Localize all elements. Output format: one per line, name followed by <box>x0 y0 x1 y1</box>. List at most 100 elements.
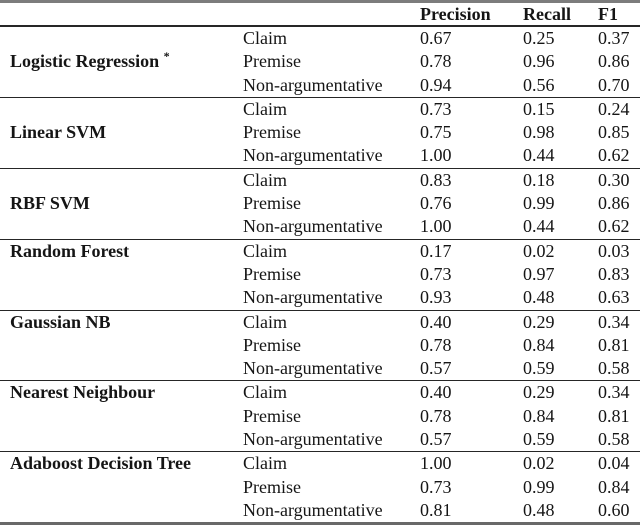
class-label-cell: Claim <box>243 28 287 48</box>
f1-value-cell: 0.85 <box>598 122 630 143</box>
class-label-cell: Premise <box>243 263 301 284</box>
recall-value-cell: 0.29 <box>513 380 588 405</box>
f1-value-cell: 0.04 <box>588 451 640 476</box>
recall-value-cell: 0.97 <box>523 263 555 284</box>
precision-value-cell: 0.81 <box>420 499 452 520</box>
recall-value-cell: 0.84 <box>523 334 555 355</box>
table-row: Premise 0.73 0.99 0.84 <box>0 476 640 499</box>
table-row: Non-argumentative 1.00 0.44 0.62 <box>0 144 640 168</box>
f1-value-cell: 0.84 <box>598 476 630 497</box>
table-row: Gaussian NB Claim 0.40 0.29 0.34 <box>0 309 640 381</box>
f1-value-cell: 0.60 <box>598 499 630 520</box>
recall-value-cell: 0.56 <box>523 74 555 95</box>
recall-value-cell: 0.29 <box>513 309 588 334</box>
f1-value-cell: 0.86 <box>598 193 630 214</box>
class-label-cell: Premise <box>243 476 301 497</box>
model-name-cell: RBF SVM <box>0 167 233 240</box>
recall-value-cell: 0.44 <box>523 145 555 166</box>
table-row: RBF SVM Claim 0.83 0.18 0.30 <box>0 167 640 240</box>
header-row: Precision Recall F1 <box>0 1 640 27</box>
class-label-cell: Claim <box>233 167 410 193</box>
table-row: Non-argumentative 1.00 0.44 0.62 <box>0 215 640 239</box>
table-row: Premise 0.76 0.99 0.86 <box>0 192 640 215</box>
precision-value-cell: 0.57 <box>420 358 452 379</box>
model-name: RBF SVM <box>10 193 90 214</box>
precision-value-cell: 0.94 <box>420 74 452 95</box>
class-label-cell: Premise <box>243 51 301 72</box>
table-row: Premise 0.75 0.98 0.85 <box>0 121 640 144</box>
model-name-cell: Nearest Neighbour <box>0 380 233 452</box>
table-row: Non-argumentative 0.57 0.59 0.58 <box>0 428 640 452</box>
model-name: Adaboost Decision Tree <box>10 453 192 474</box>
class-label-cell: Non-argumentative <box>243 74 383 95</box>
table-row: Premise 0.78 0.96 0.86 <box>0 50 640 73</box>
table-row: Random Forest Claim 0.17 0.02 0.03 <box>0 238 640 311</box>
precision-value-cell: 1.00 <box>410 451 513 476</box>
f1-value-cell: 0.58 <box>598 358 630 379</box>
recall-value-cell: 0.99 <box>523 476 555 497</box>
table-header: Precision Recall F1 <box>0 1 640 27</box>
model-name: Linear SVM <box>10 122 107 143</box>
model-name-cell: Random Forest <box>0 238 233 311</box>
precision-value-cell: 0.78 <box>420 405 452 426</box>
recall-value-cell: 0.18 <box>513 167 588 193</box>
column-header-recall: Recall <box>513 1 588 27</box>
model-name: Logistic Regression <box>10 51 160 72</box>
table-row: Adaboost Decision Tree Claim 1.00 0.02 0.04 <box>0 451 640 524</box>
precision-value-cell: 0.40 <box>410 380 513 405</box>
model-note-asterisk: * <box>163 49 170 64</box>
class-label-cell: Non-argumentative <box>243 145 383 166</box>
f1-value-cell: 0.86 <box>598 51 630 72</box>
precision-value-cell: 0.57 <box>420 429 452 450</box>
recall-value-cell: 0.48 <box>523 287 555 308</box>
f1-value-cell: 0.34 <box>588 380 640 405</box>
recall-value-cell: 0.48 <box>523 499 555 520</box>
recall-value-cell: 0.84 <box>523 405 555 426</box>
table-row: Nearest Neighbour Claim 0.40 0.29 0.34 <box>0 380 640 452</box>
model-name: Nearest Neighbour <box>10 382 156 403</box>
f1-value-cell: 0.58 <box>598 429 630 450</box>
class-label-cell: Claim <box>233 380 410 405</box>
recall-value-cell: 0.98 <box>523 122 555 143</box>
table-row: Non-argumentative 0.93 0.48 0.63 <box>0 286 640 310</box>
class-label-cell: Premise <box>243 334 301 355</box>
precision-value-cell: 0.75 <box>420 122 452 143</box>
model-name-cell: Gaussian NB <box>0 309 233 381</box>
f1-value-cell: 0.70 <box>598 74 630 95</box>
recall-value-cell: 0.15 <box>513 96 588 122</box>
class-label-cell: Non-argumentative <box>243 429 383 450</box>
recall-value-cell: 0.02 <box>513 451 588 476</box>
f1-value-cell: 0.03 <box>588 238 640 263</box>
f1-value-cell: 0.30 <box>588 167 640 193</box>
precision-value-cell: 0.78 <box>420 51 452 72</box>
class-label-cell: Non-argumentative <box>243 216 383 237</box>
table-row: Logistic Regression * Claim 0.67 0.25 0.37 <box>0 26 640 71</box>
precision-value-cell: 0.78 <box>420 334 452 355</box>
class-label-cell: Premise <box>243 193 301 214</box>
recall-value-cell: 0.96 <box>523 51 555 72</box>
class-label-cell: Non-argumentative <box>243 499 383 520</box>
table-row: Premise 0.78 0.84 0.81 <box>0 334 640 357</box>
table-row: Non-argumentative 0.57 0.59 0.58 <box>0 357 640 381</box>
model-name-cell: Linear SVM <box>0 96 233 169</box>
f1-value-cell: 0.62 <box>598 145 630 166</box>
header-spacer <box>0 1 410 27</box>
precision-value-cell: 0.40 <box>410 309 513 334</box>
f1-value-cell: 0.81 <box>598 334 630 355</box>
precision-value-cell: 0.67 <box>420 28 452 48</box>
class-label-cell: Premise <box>243 122 301 143</box>
table-row: Linear SVM Claim 0.73 0.15 0.24 <box>0 96 640 169</box>
f1-value-cell: 0.24 <box>588 96 640 122</box>
precision-value-cell: 0.83 <box>410 167 513 193</box>
f1-value-cell: 0.37 <box>598 28 630 48</box>
class-label-cell: Claim <box>233 451 410 476</box>
precision-value-cell: 1.00 <box>420 216 452 237</box>
recall-value-cell: 0.59 <box>523 429 555 450</box>
recall-value-cell: 0.44 <box>523 216 555 237</box>
f1-value-cell: 0.83 <box>598 263 630 284</box>
recall-value-cell: 0.02 <box>513 238 588 263</box>
recall-value-cell: 0.99 <box>523 193 555 214</box>
class-label-cell: Claim <box>233 309 410 334</box>
table-body: Logistic Regression * Claim 0.67 0.25 0.37 Pr… <box>0 26 640 524</box>
